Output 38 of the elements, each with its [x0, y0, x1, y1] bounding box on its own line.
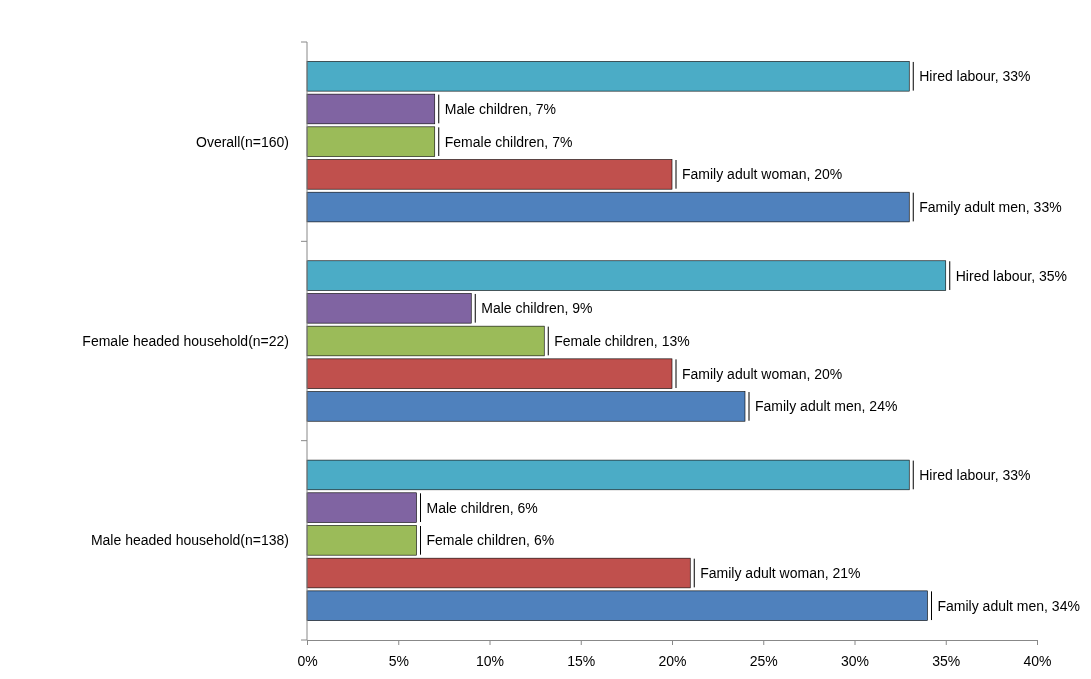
bar	[306, 159, 673, 190]
x-tick-label: 5%	[388, 653, 409, 670]
bar	[306, 325, 545, 357]
data-label: Hired labour, 33%	[919, 68, 1031, 85]
data-label: Male children, 9%	[481, 300, 593, 317]
data-label: Family adult woman, 20%	[682, 365, 843, 382]
bar	[306, 459, 910, 491]
data-label: Family adult men, 34%	[937, 597, 1080, 614]
bar	[306, 260, 947, 291]
x-tick-label: 0%	[297, 653, 318, 670]
y-tick-label: Overall(n=160)	[196, 133, 289, 150]
data-label: Family adult woman, 20%	[682, 166, 843, 183]
bar	[306, 358, 673, 389]
data-label: Female children, 7%	[444, 133, 573, 150]
bar	[306, 191, 910, 223]
x-tick-label: 30%	[840, 653, 870, 670]
data-label: Male children, 6%	[426, 499, 538, 516]
x-tick-label: 35%	[932, 653, 961, 670]
x-tick-label: 10%	[475, 653, 505, 670]
x-tick-label: 20%	[658, 653, 687, 670]
data-label: Family adult men, 33%	[919, 198, 1062, 215]
bar	[306, 391, 746, 422]
data-label: Hired labour, 35%	[955, 267, 1068, 284]
data-label: Family adult men, 24%	[755, 398, 898, 415]
x-tick-label: 15%	[567, 653, 596, 670]
x-tick-label: 40%	[1023, 653, 1052, 670]
data-label: Hired labour, 33%	[919, 466, 1031, 483]
bar	[306, 126, 436, 157]
bar	[306, 293, 472, 324]
x-tick-label: 25%	[749, 653, 778, 670]
data-label: Female children, 6%	[426, 532, 555, 549]
data-label: Female children, 13%	[554, 332, 690, 349]
bar	[306, 525, 417, 556]
data-label: Family adult woman, 21%	[700, 564, 861, 581]
y-tick-label: Male headed household(n=138)	[90, 532, 289, 549]
bar	[306, 492, 417, 523]
data-label: Male children, 7%	[444, 100, 557, 117]
y-tick-label: Female headed household(n=22)	[82, 332, 289, 349]
